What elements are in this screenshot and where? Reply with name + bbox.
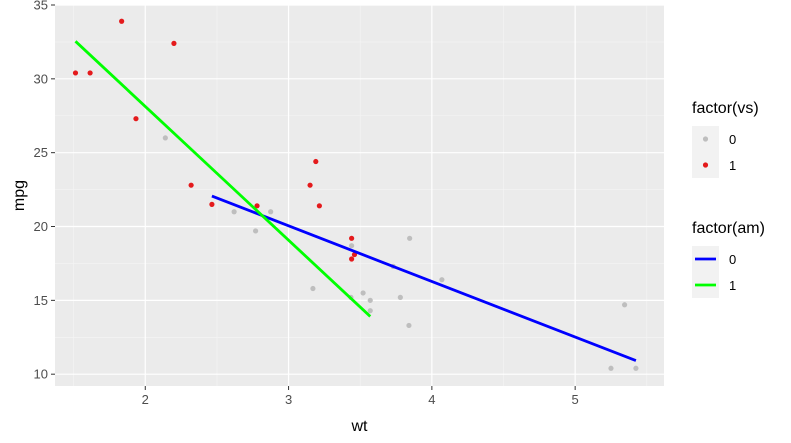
data-point xyxy=(349,256,355,262)
x-tick-label: 3 xyxy=(285,392,292,407)
legend-title: factor(am) xyxy=(692,220,765,237)
legend-label: 1 xyxy=(729,278,736,293)
data-point xyxy=(367,297,373,303)
data-point xyxy=(407,235,413,241)
legend-am: factor(am) 0 1 xyxy=(692,220,765,298)
regression-line xyxy=(211,194,637,362)
data-point xyxy=(316,203,322,209)
y-tick-label: 10 xyxy=(34,367,48,382)
data-point xyxy=(209,201,215,207)
data-point xyxy=(313,158,319,165)
y-tick-label: 20 xyxy=(34,219,48,234)
plot-panel xyxy=(55,5,664,386)
legend-title: factor(vs) xyxy=(692,100,759,117)
data-point xyxy=(188,182,194,188)
data-point xyxy=(349,243,355,249)
y-tick-label: 35 xyxy=(34,0,48,13)
data-point xyxy=(133,116,139,122)
data-point xyxy=(72,70,79,76)
data-point xyxy=(397,294,403,300)
legend-label: 1 xyxy=(729,158,736,173)
legend-label: 0 xyxy=(729,132,736,147)
data-point xyxy=(119,18,125,24)
legend-vs: factor(vs) 0 1 xyxy=(692,100,759,178)
data-point xyxy=(633,365,639,371)
data-point xyxy=(162,135,168,141)
data-point xyxy=(349,235,355,241)
data-point xyxy=(608,365,614,371)
y-tick-label: 25 xyxy=(34,145,48,160)
x-axis-title: wt xyxy=(351,418,369,435)
data-point xyxy=(171,40,177,46)
data-point xyxy=(367,308,373,314)
regression-lines xyxy=(74,40,637,362)
data-point xyxy=(406,322,412,329)
legend-point-marker xyxy=(702,162,709,168)
data-point xyxy=(310,285,316,292)
x-axis: 2 3 4 5 xyxy=(142,386,579,407)
legend-point-marker xyxy=(702,136,709,142)
data-point xyxy=(621,302,628,308)
data-point xyxy=(253,228,259,234)
data-point xyxy=(439,277,445,283)
regression-line xyxy=(74,40,372,318)
data-point xyxy=(231,209,237,215)
x-tick-label: 5 xyxy=(572,392,579,407)
legend-label: 0 xyxy=(729,252,736,267)
y-tick-label: 30 xyxy=(34,71,48,86)
x-tick-label: 4 xyxy=(428,392,435,407)
x-tick-label: 2 xyxy=(142,392,149,407)
y-axis-title: mpg xyxy=(11,180,28,211)
data-point xyxy=(268,209,274,215)
y-axis: 10 15 20 25 30 35 xyxy=(34,0,55,382)
data-point xyxy=(360,290,366,296)
data-point xyxy=(87,70,93,76)
data-point xyxy=(307,182,313,188)
data-point xyxy=(254,203,260,209)
grid-major xyxy=(55,4,664,386)
grid-minor xyxy=(55,5,664,386)
y-tick-label: 15 xyxy=(34,293,48,308)
